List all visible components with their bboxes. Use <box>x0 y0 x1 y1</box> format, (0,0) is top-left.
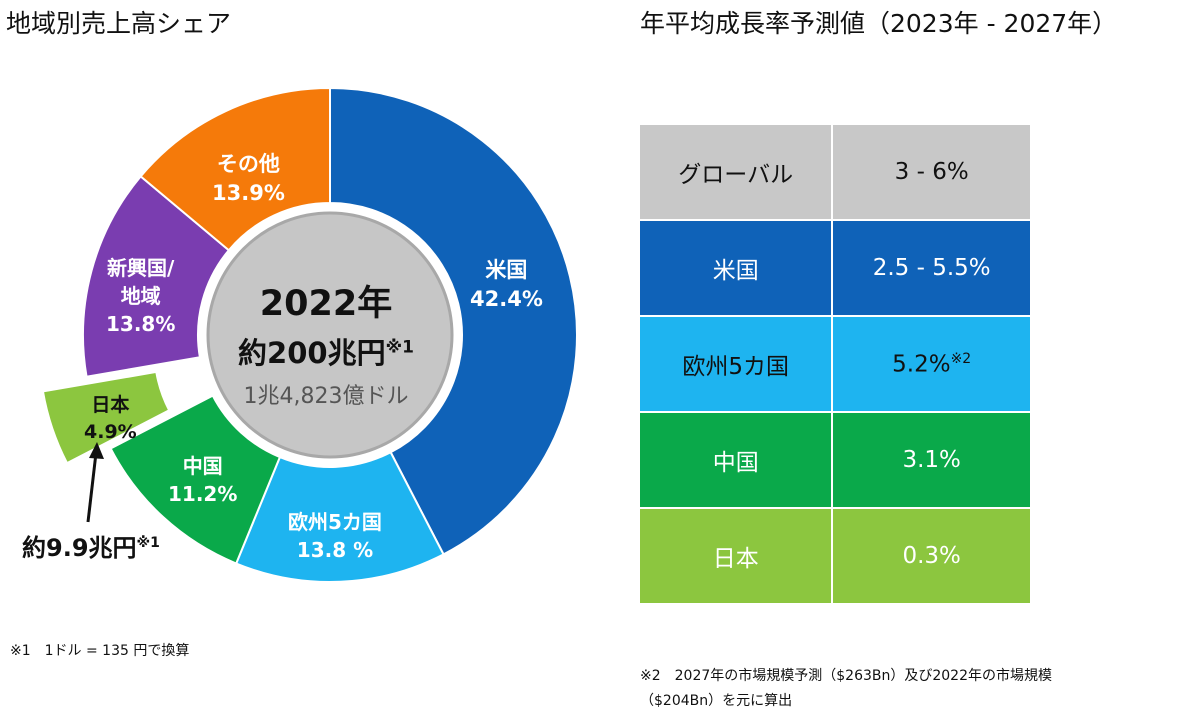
table-cell-rate: 3 - 6% <box>831 125 1030 220</box>
slice-label-other: その他 13.9% <box>212 150 285 209</box>
footnote-2: ※2 2027年の市場規模予測（$263Bn）及び2022年の市場規模 （$20… <box>640 664 1180 713</box>
table-cell-region: グローバル <box>640 125 833 220</box>
slice-label-china-name: 中国 <box>182 454 223 478</box>
table-cell-region: 中国 <box>640 411 833 508</box>
growth-rate-table: グローバル 3 - 6% 米国 2.5 - 5.5% 欧州5カ国 5.2%※2 中国 3.1%… <box>640 125 1030 603</box>
donut-chart <box>41 86 578 583</box>
donut-slice-5 <box>139 86 331 252</box>
right-table-title: 年平均成長率予測値（2023年 - 2027年） <box>640 9 1118 38</box>
table-cell-region: 米国 <box>640 219 833 316</box>
rate-value: 2.5 - 5.5% <box>872 255 991 281</box>
japan-amount-value: 約9.9兆円 <box>22 534 137 562</box>
rate-value: 0.3% <box>902 543 961 569</box>
donut-slice-3 <box>41 370 171 465</box>
table-cell-region: 欧州5カ国 <box>640 315 833 412</box>
japan-amount-callout: 約9.9兆円※1 <box>22 528 160 563</box>
rate-value: 3 - 6% <box>894 159 969 185</box>
slice-label-other-name: その他 <box>216 152 280 176</box>
center-amount: 約200兆円※1 <box>196 330 456 372</box>
slice-label-us-value: 42.4% <box>470 287 543 312</box>
table-cell-rate: 2.5 - 5.5% <box>831 219 1030 316</box>
slice-label-china: 中国 11.2% <box>168 452 237 508</box>
slice-label-emerging: 新興国/ 地域 13.8% <box>106 254 175 338</box>
slice-label-europe-value: 13.8 % <box>296 538 374 562</box>
slice-label-europe-name: 欧州5カ国 <box>288 510 382 534</box>
slice-label-emerging-value: 13.8% <box>106 312 176 336</box>
slice-label-japan-name: 日本 <box>91 394 130 416</box>
table-row: グローバル 3 - 6% <box>640 125 1030 220</box>
table-row: 米国 2.5 - 5.5% <box>640 219 1030 316</box>
slice-label-europe: 欧州5カ国 13.8 % <box>288 508 382 564</box>
japan-amount-note: ※1 <box>136 535 160 551</box>
slice-label-emerging-name: 新興国/ <box>107 256 175 280</box>
japan-callout-arrowhead <box>89 442 104 459</box>
table-row: 中国 3.1% <box>640 411 1030 508</box>
table-cell-rate: 5.2%※2 <box>831 315 1030 412</box>
table-row: 日本 0.3% <box>640 507 1030 603</box>
slice-label-japan-value: 4.9% <box>84 420 137 443</box>
footnote-2-line2: （$204Bn）を元に算出 <box>640 692 793 709</box>
center-disc <box>206 211 454 459</box>
left-chart-title: 地域別売上高シェア <box>6 9 232 38</box>
slice-label-china-value: 11.2% <box>168 482 238 506</box>
donut-slice-0 <box>329 86 578 556</box>
donut-slice-4 <box>82 174 231 378</box>
rate-value: 5.2% <box>892 351 951 378</box>
rate-value: 3.1% <box>902 447 961 473</box>
donut-slice-1 <box>234 450 445 583</box>
slice-label-us-name: 米国 <box>485 258 528 282</box>
footnote-1: ※1 1ドル = 135 円で換算 <box>10 643 190 659</box>
japan-callout-arrow-line <box>86 452 98 523</box>
center-year: 2022年 <box>259 284 393 324</box>
table-cell-rate: 3.1% <box>831 411 1030 508</box>
donut-slice-2 <box>109 394 282 565</box>
slice-label-japan: 日本 4.9% <box>84 392 137 445</box>
rate-note: ※2 <box>950 350 972 367</box>
slice-label-us: 米国 42.4% <box>470 256 543 315</box>
table-row: 欧州5カ国 5.2%※2 <box>640 315 1030 412</box>
center-amount-note: ※1 <box>385 337 414 358</box>
center-dollar-amount: 1兆4,823億ドル <box>243 384 409 409</box>
slice-label-other-value: 13.9% <box>212 181 285 206</box>
footnote-2-line1: ※2 2027年の市場規模予測（$263Bn）及び2022年の市場規模 <box>640 668 1053 684</box>
table-cell-region: 日本 <box>640 507 833 603</box>
table-cell-rate: 0.3% <box>831 507 1030 603</box>
slice-label-emerging-name2: 地域 <box>120 284 161 308</box>
center-amount-value: 約200兆円 <box>238 336 386 370</box>
